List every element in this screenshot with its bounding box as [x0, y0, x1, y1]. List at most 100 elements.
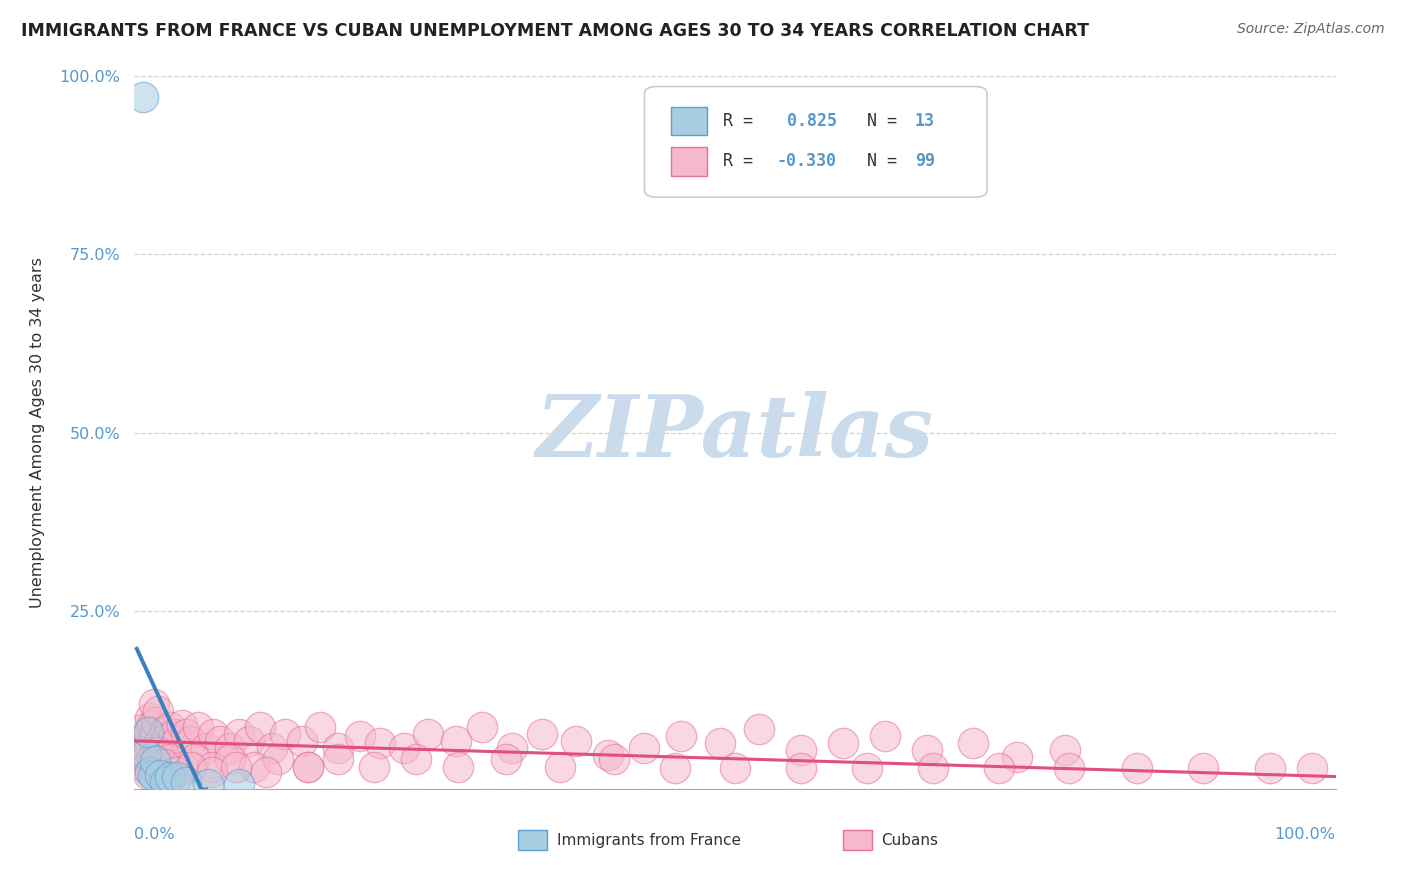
Text: R =: R =	[723, 153, 762, 170]
Text: -0.330: -0.330	[776, 153, 837, 170]
FancyBboxPatch shape	[671, 106, 707, 135]
Text: 0.825: 0.825	[776, 112, 837, 129]
Point	[709, 736, 731, 750]
Point	[183, 752, 205, 766]
FancyBboxPatch shape	[842, 830, 872, 850]
Point	[139, 764, 162, 779]
Point	[363, 759, 385, 773]
Point	[243, 759, 266, 773]
Point	[495, 752, 517, 766]
Point	[142, 768, 165, 782]
Point	[159, 720, 181, 734]
FancyBboxPatch shape	[644, 87, 987, 197]
Point	[135, 761, 157, 775]
Point	[260, 741, 283, 756]
Point	[831, 736, 853, 750]
Point	[180, 759, 202, 773]
Point	[170, 718, 193, 732]
Point	[141, 752, 163, 766]
Point	[1192, 761, 1215, 775]
Point	[228, 727, 250, 741]
Point	[392, 741, 415, 756]
Point	[170, 759, 193, 773]
Text: 13: 13	[915, 112, 935, 129]
Point	[267, 752, 290, 766]
Point	[153, 723, 176, 738]
FancyBboxPatch shape	[519, 830, 547, 850]
Point	[669, 729, 692, 743]
Point	[129, 722, 152, 736]
Text: IMMIGRANTS FROM FRANCE VS CUBAN UNEMPLOYMENT AMONG AGES 30 TO 34 YEARS CORRELATI: IMMIGRANTS FROM FRANCE VS CUBAN UNEMPLOY…	[21, 22, 1090, 40]
Point	[141, 718, 163, 732]
Point	[176, 775, 198, 789]
Point	[405, 752, 427, 766]
Point	[136, 725, 159, 739]
Point	[134, 754, 156, 768]
Point	[633, 741, 655, 756]
Text: N =: N =	[868, 112, 907, 129]
Point	[326, 741, 349, 756]
Point	[146, 704, 169, 718]
Point	[254, 764, 277, 779]
Point	[153, 775, 176, 789]
Point	[143, 725, 166, 739]
FancyBboxPatch shape	[671, 147, 707, 176]
Point	[138, 725, 160, 739]
Point	[187, 720, 209, 734]
Point	[135, 747, 157, 761]
Point	[915, 743, 938, 757]
Point	[145, 714, 167, 729]
Text: Cubans: Cubans	[882, 832, 938, 847]
Point	[249, 720, 271, 734]
Point	[142, 732, 165, 747]
Point	[291, 734, 314, 748]
Point	[988, 761, 1011, 775]
Point	[156, 731, 179, 745]
Point	[501, 741, 523, 756]
Point	[131, 739, 153, 754]
Point	[962, 736, 984, 750]
Point	[218, 752, 240, 766]
Point	[143, 697, 166, 711]
Point	[1258, 761, 1281, 775]
Point	[297, 759, 319, 773]
Point	[166, 770, 188, 784]
Point	[1057, 761, 1080, 775]
Point	[1126, 761, 1149, 775]
Point	[159, 770, 181, 784]
Point	[664, 761, 686, 775]
Point	[139, 711, 162, 725]
Point	[598, 748, 620, 763]
Point	[132, 90, 155, 104]
Point	[297, 759, 319, 773]
Y-axis label: Unemployment Among Ages 30 to 34 years: Unemployment Among Ages 30 to 34 years	[31, 257, 45, 608]
Point	[149, 734, 172, 748]
Point	[166, 734, 188, 748]
Point	[152, 739, 174, 754]
Point	[135, 743, 157, 757]
Point	[416, 727, 439, 741]
Point	[274, 727, 297, 741]
Text: N =: N =	[868, 153, 907, 170]
Point	[197, 777, 219, 791]
Point	[143, 763, 166, 777]
Point	[368, 736, 391, 750]
Point	[565, 734, 588, 748]
Point	[228, 777, 250, 791]
Text: R =: R =	[723, 112, 762, 129]
Point	[531, 727, 554, 741]
Point	[790, 761, 813, 775]
Point	[201, 759, 224, 773]
Point	[326, 752, 349, 766]
Point	[143, 754, 166, 768]
Point	[790, 743, 813, 757]
Point	[873, 729, 896, 743]
Point	[127, 747, 149, 761]
Point	[1005, 750, 1028, 764]
Text: Source: ZipAtlas.com: Source: ZipAtlas.com	[1237, 22, 1385, 37]
Point	[218, 741, 240, 756]
Text: ZIPatlas: ZIPatlas	[536, 391, 934, 475]
Text: Immigrants from France: Immigrants from France	[557, 832, 741, 847]
Point	[1054, 743, 1077, 757]
Point	[152, 757, 174, 772]
